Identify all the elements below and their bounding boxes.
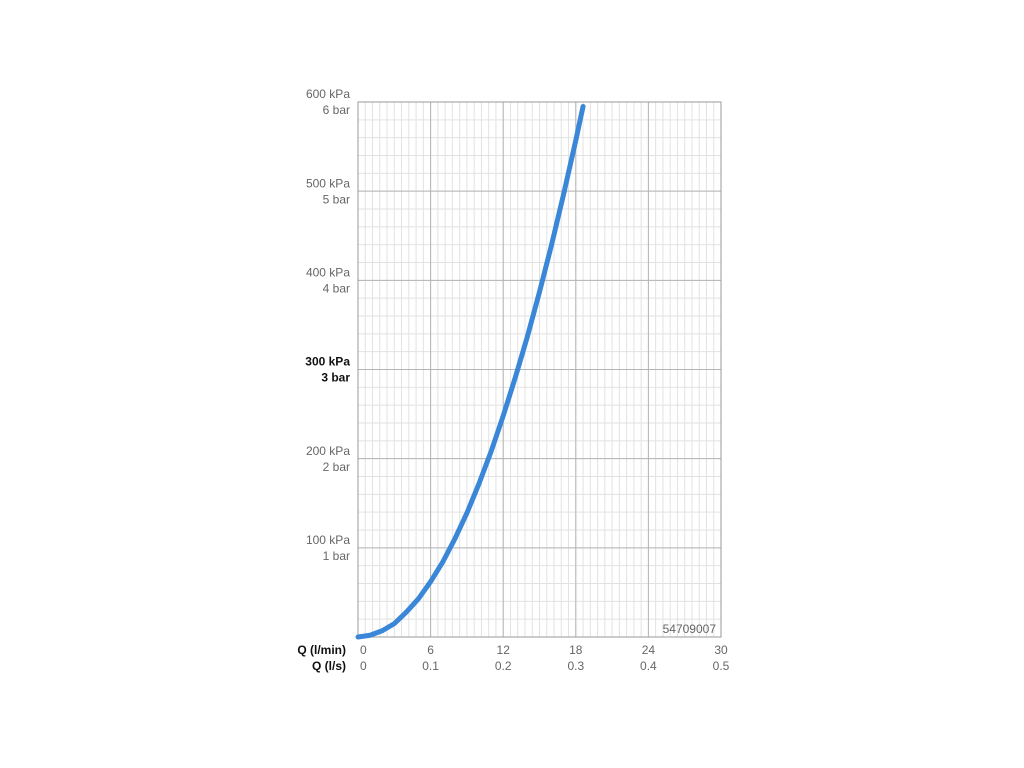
annotation: 54709007 [663, 622, 717, 636]
grid [357, 101, 722, 637]
x-tick-label: 18 [569, 643, 583, 657]
x-tick-label: 12 [497, 643, 511, 657]
x-tick-label: 24 [642, 643, 656, 657]
y-tick-label: 100 kPa [306, 533, 350, 547]
y2-tick-label: 3 bar [321, 371, 350, 385]
y2-tick-label: 1 bar [323, 549, 350, 563]
y-tick-label: 600 kPa [306, 87, 350, 101]
plot-frame [357, 101, 722, 638]
y2-tick-label: 6 bar [323, 103, 350, 117]
x2-tick-label: 0.1 [422, 659, 439, 673]
x2-axis-title: Q (l/s) [312, 659, 346, 673]
y-tick-label: 500 kPa [306, 176, 350, 190]
x2-tick-label: 0.2 [495, 659, 512, 673]
x2-tick-label: 0.5 [713, 659, 730, 673]
x-tick-label: 0 [360, 643, 367, 657]
y2-tick-label: 5 bar [323, 192, 350, 206]
x2-tick-label: 0 [360, 659, 367, 673]
y2-tick-label: 2 bar [323, 460, 350, 474]
x-axis-title: Q (l/min) [297, 643, 346, 657]
x-tick-label: 30 [714, 643, 728, 657]
x-tick-label: 6 [427, 643, 434, 657]
y2-tick-label: 4 bar [323, 282, 350, 296]
y-tick-label: 400 kPa [306, 266, 350, 280]
data-line [355, 103, 586, 640]
x2-tick-label: 0.4 [640, 659, 657, 673]
y-tick-label: 200 kPa [306, 444, 350, 458]
x2-tick-label: 0.3 [567, 659, 584, 673]
y-tick-label: 300 kPa [305, 355, 350, 369]
